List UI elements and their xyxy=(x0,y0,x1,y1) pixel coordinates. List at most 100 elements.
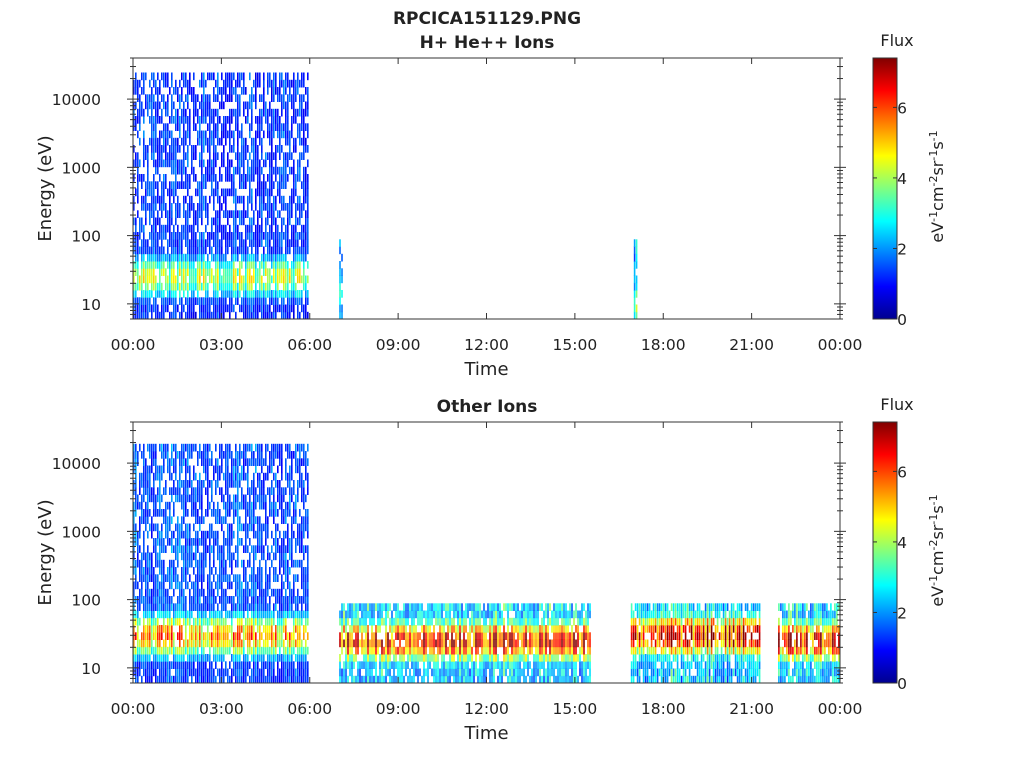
flux-cell xyxy=(449,668,451,677)
flux-cell xyxy=(259,268,261,276)
flux-cell xyxy=(187,458,189,466)
colorbar-tick-label: 0 xyxy=(897,311,907,329)
flux-cell xyxy=(245,210,247,218)
flux-cell xyxy=(275,282,277,291)
flux-cell xyxy=(153,282,155,291)
flux-cell xyxy=(203,297,205,305)
flux-cell xyxy=(173,253,175,262)
flux-cell xyxy=(163,94,165,102)
flux-cell xyxy=(211,188,213,197)
flux-cell xyxy=(305,588,307,597)
flux-cell xyxy=(217,632,219,640)
flux-cell xyxy=(245,472,247,481)
flux-cell xyxy=(273,588,275,597)
flux-cell xyxy=(153,617,155,626)
flux-cell xyxy=(265,268,267,276)
flux-cell xyxy=(203,530,205,539)
flux-cell xyxy=(155,494,157,503)
flux-cell xyxy=(213,123,215,131)
flux-cell xyxy=(169,275,171,284)
flux-cell xyxy=(223,275,225,284)
flux-cell xyxy=(269,130,271,139)
flux-cell xyxy=(167,297,169,305)
flux-cell xyxy=(171,632,173,640)
flux-cell xyxy=(241,661,243,669)
flux-cell xyxy=(247,472,249,481)
flux-cell xyxy=(269,253,271,262)
flux-cell xyxy=(247,159,249,168)
flux-cell xyxy=(151,108,153,117)
flux-cell xyxy=(171,203,173,211)
flux-cell xyxy=(189,130,191,139)
flux-cell xyxy=(251,282,253,291)
flux-cell xyxy=(301,523,303,532)
flux-cell xyxy=(277,523,279,532)
flux-cell xyxy=(207,108,209,117)
flux-cell xyxy=(297,304,299,313)
flux-cell xyxy=(189,311,191,320)
flux-cell xyxy=(251,603,253,611)
flux-cell xyxy=(241,275,243,284)
flux-cell xyxy=(303,451,305,459)
flux-cell xyxy=(251,239,253,247)
flux-cell xyxy=(353,625,355,633)
flux-cell xyxy=(247,304,249,313)
flux-cell xyxy=(275,545,277,553)
flux-cell xyxy=(217,246,219,255)
flux-cell xyxy=(219,668,221,677)
flux-cell xyxy=(201,159,203,168)
flux-cell xyxy=(227,632,229,640)
flux-cell xyxy=(151,261,153,269)
flux-cell xyxy=(305,253,307,262)
flux-cell xyxy=(293,596,295,604)
flux-cell xyxy=(203,239,205,247)
flux-cell xyxy=(149,588,151,597)
flux-cell xyxy=(197,588,199,597)
flux-cell xyxy=(257,253,259,262)
flux-cell xyxy=(275,297,277,305)
flux-cell xyxy=(197,661,199,669)
flux-cell xyxy=(231,253,233,262)
flux-cell xyxy=(253,654,255,662)
flux-cell xyxy=(281,145,283,153)
flux-cell xyxy=(179,166,181,175)
flux-cell xyxy=(193,443,195,452)
flux-cell xyxy=(633,304,636,313)
flux-cell xyxy=(267,130,269,139)
flux-cell xyxy=(175,188,177,197)
flux-cell xyxy=(237,581,239,590)
flux-cell xyxy=(187,610,189,619)
flux-cell xyxy=(141,224,143,233)
flux-cell xyxy=(413,625,415,633)
flux-cell xyxy=(213,596,215,604)
flux-cell xyxy=(153,494,155,503)
flux-cell xyxy=(183,159,185,168)
flux-cell xyxy=(369,639,371,648)
flux-cell xyxy=(443,661,445,669)
flux-cell xyxy=(297,458,299,466)
flux-cell xyxy=(211,588,213,597)
flux-cell xyxy=(205,639,207,648)
flux-cell xyxy=(275,166,277,175)
flux-cell xyxy=(235,588,237,597)
flux-cell xyxy=(421,617,423,626)
flux-cell xyxy=(265,253,267,262)
flux-cell xyxy=(217,530,219,539)
flux-cell xyxy=(391,639,393,648)
flux-cell xyxy=(283,654,285,662)
flux-cell xyxy=(241,145,243,153)
flux-cell xyxy=(155,472,157,481)
flux-cell xyxy=(253,494,255,503)
flux-cell xyxy=(381,610,383,619)
flux-cell xyxy=(159,195,161,204)
flux-cell xyxy=(283,79,285,88)
flux-cell xyxy=(277,145,279,153)
flux-cell xyxy=(175,217,177,226)
flux-cell xyxy=(161,472,163,481)
flux-cell xyxy=(383,675,385,684)
flux-cell xyxy=(253,472,255,481)
flux-cell xyxy=(151,646,153,655)
flux-cell xyxy=(141,552,143,561)
flux-cell xyxy=(349,654,351,662)
flux-cell xyxy=(239,596,241,604)
